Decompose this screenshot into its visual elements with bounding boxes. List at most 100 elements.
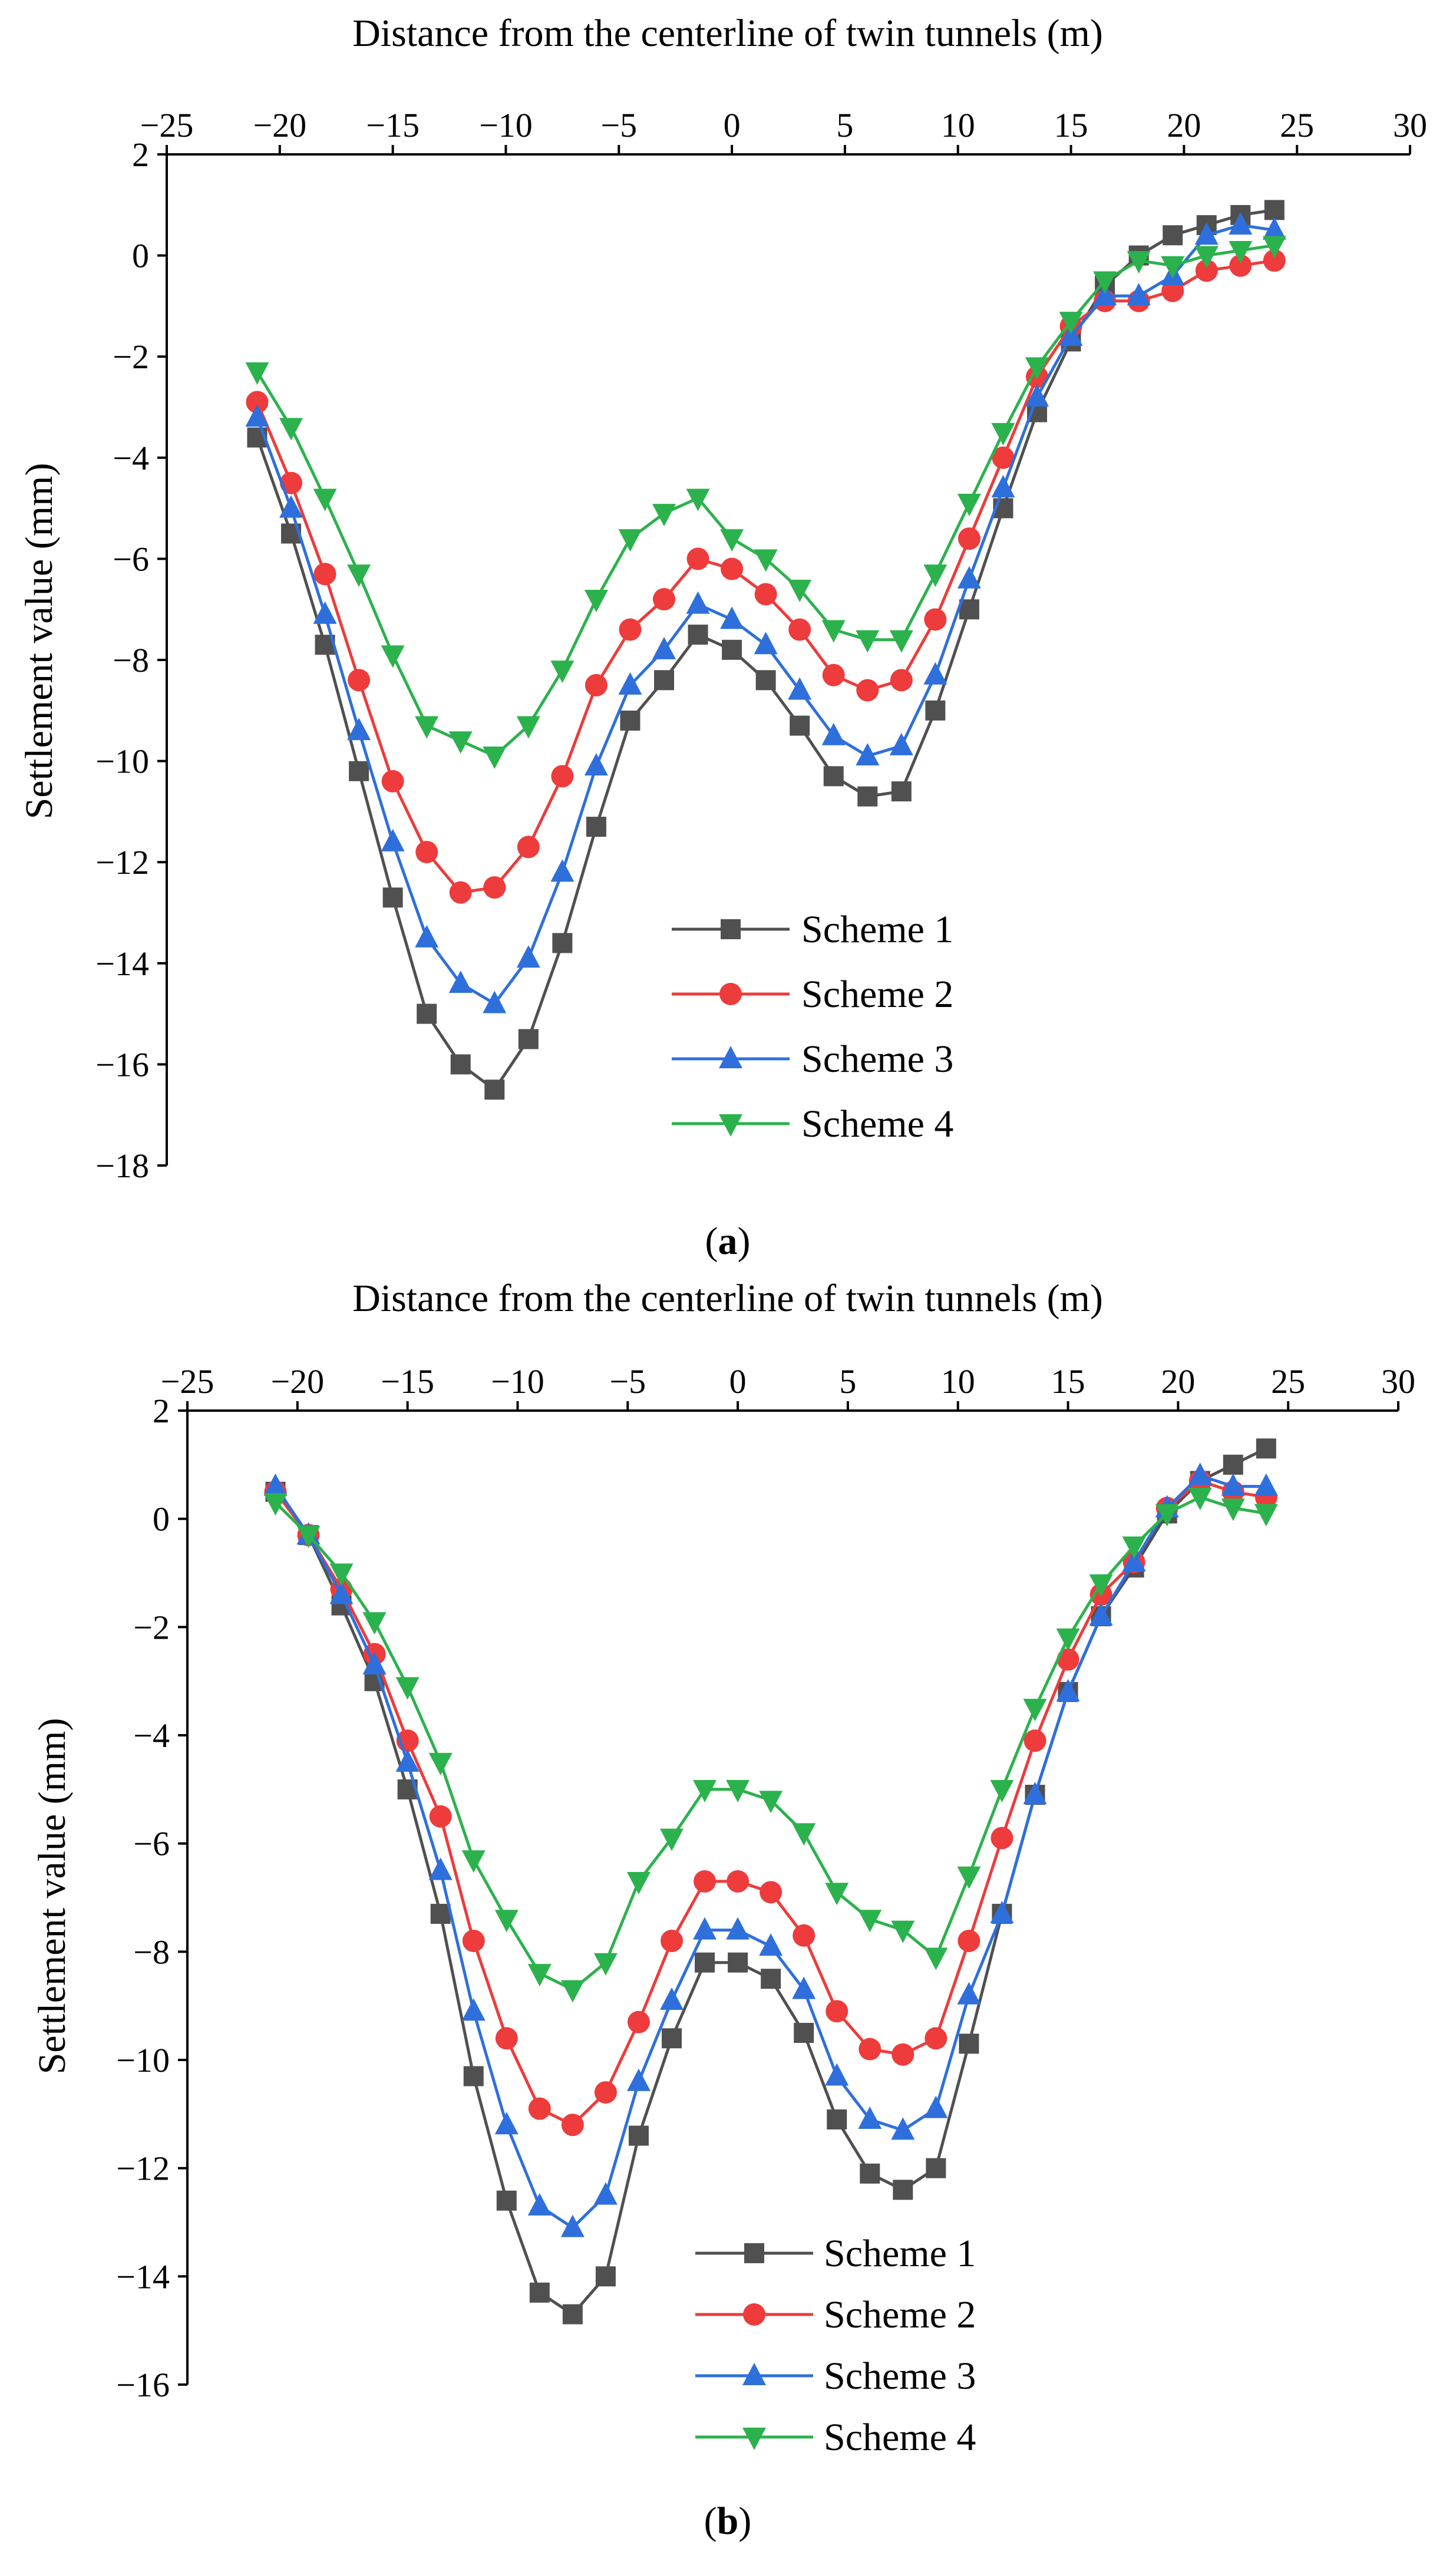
y-tick-label-b: −10 [116,2041,170,2079]
data-point-2-b [694,1870,717,1893]
series-group-a [245,200,1286,1100]
data-point-3-a [550,859,575,882]
data-point-3-b [593,2182,618,2205]
data-point-1-a [484,1079,505,1100]
data-point-4-a [245,362,269,385]
x-tick-label-a: −15 [366,106,420,144]
data-point-3-a [754,632,778,655]
y-tick-label-a: −16 [95,1045,149,1084]
data-point-3-a [1194,222,1219,245]
data-point-2-b [495,2027,518,2050]
data-point-1-a [417,1003,437,1024]
chart-panel-a: Distance from the centerline of twin tun… [18,12,1427,1263]
axes-a: −25 −20 −15 −10 −5 0 5 10 15 20 25 3020−2−4−6−8−10−… [95,106,1427,1185]
y-tick-label-b: −16 [116,2366,170,2404]
data-point-4-a [618,529,642,552]
data-point-4-a [754,549,778,572]
data-point-1-a [755,670,776,691]
data-point-4-b [1023,1699,1047,1722]
data-point-4-b [329,1563,354,1586]
caption-a: (a) [705,1220,751,1263]
data-point-1-a [925,700,946,721]
data-point-4-a [1127,251,1151,274]
x-tick-label-b: 25 [1271,1362,1305,1401]
data-point-1-b [728,1952,748,1973]
data-point-3-a [889,732,913,755]
data-point-1-b [595,2266,616,2287]
data-point-3-b [461,1998,486,2021]
data-point-2-a [449,881,472,904]
data-point-4-a [923,564,947,587]
x-tick-label-a: 15 [1054,106,1088,144]
data-point-4-b [1056,1628,1080,1651]
data-point-2-b [859,2038,881,2061]
data-point-3-b [891,2117,915,2140]
data-point-4-b [1254,1504,1278,1527]
data-point-3-b [527,2193,552,2215]
data-point-1-b [463,2066,484,2086]
data-point-2-b [793,1924,816,1947]
x-tick-label-b: −15 [381,1362,434,1401]
data-point-2-b [892,2043,914,2066]
data-point-1-b [1256,1438,1276,1459]
x-tick-label-a: −5 [600,106,637,144]
y-tick-label-a: −12 [95,843,149,881]
data-point-4-a [313,488,337,511]
data-point-1-b [529,2282,550,2303]
data-point-3-a [483,990,507,1013]
legend-label-2-a: Scheme 2 [801,973,953,1016]
x-tick-label-a: 20 [1167,106,1201,144]
x-tick-label-a: 25 [1280,106,1314,144]
data-point-4-b [395,1677,420,1700]
data-point-4-b [1221,1498,1245,1521]
data-point-4-a [550,661,575,684]
data-point-4-a [991,422,1015,445]
x-tick-label-b: 10 [941,1362,975,1401]
data-point-3-b [1188,1462,1212,1485]
series-3-b [263,1462,1278,2237]
y-tick-label-a: 0 [132,237,149,275]
data-point-4-b [957,1866,981,1889]
legend-label-4-a: Scheme 4 [801,1102,953,1145]
x-axis-title-a: Distance from the centerline of twin tun… [352,12,1103,55]
data-point-1-a [722,639,742,660]
data-point-3-a [720,606,744,629]
data-point-3-a [1229,212,1253,235]
series-2-a [246,249,1286,904]
data-point-3-a [381,828,405,851]
x-tick-label-a: −10 [479,106,533,144]
data-point-4-b [990,1779,1014,1802]
legend-label-3-a: Scheme 3 [801,1038,953,1081]
legend-a: Scheme 1 Scheme 2 Scheme 3 Scheme 4 [672,908,953,1145]
data-point-4-b [494,1910,519,1933]
data-point-4-b [858,1910,882,1933]
data-point-3-b [990,1901,1014,1924]
data-point-1-b [628,2125,649,2146]
x-tick-label-a: 10 [941,106,975,144]
data-point-1-a [586,817,606,837]
data-point-3-a [991,475,1015,498]
chart-panel-b: Distance from the centerline of twin tun… [31,1277,1415,2543]
data-point-4-a [584,590,608,613]
data-point-2-a [856,679,879,702]
caption-letter-a: a [718,1220,738,1263]
data-point-2-b [528,2097,551,2120]
data-point-4-b [1188,1487,1212,1510]
data-point-4-a [415,716,439,739]
data-point-3-b [792,1976,816,1999]
series-group-b [263,1438,1278,2325]
data-point-3-a [584,753,608,776]
data-point-1-b [827,2109,847,2130]
data-point-1-a [857,786,878,807]
data-point-3-b [362,1652,387,1675]
data-point-3-a [516,945,540,968]
data-point-2-a [686,547,709,570]
series-line-2-a [256,259,1275,894]
y-tick-label-b: −4 [133,1716,170,1755]
data-point-4-b [428,1752,453,1775]
legend-marker-2-b [743,2303,765,2326]
y-tick-label-b: −14 [116,2257,170,2296]
x-tick-label-b: −5 [609,1362,646,1401]
data-point-4-b [792,1823,816,1846]
data-point-2-a [551,765,574,788]
